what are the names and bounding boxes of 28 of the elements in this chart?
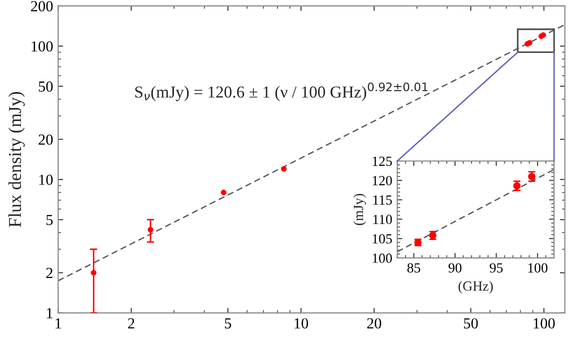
y-tick-label: 105 bbox=[372, 234, 392, 244]
y-axis-title: Flux density (mJy) bbox=[8, 92, 25, 228]
y-tick-label: 1 bbox=[46, 308, 52, 318]
x-tick-label: 50 bbox=[464, 318, 478, 329]
x-axis-title: (GHz) bbox=[458, 280, 493, 294]
x-tick-label: 1 bbox=[56, 318, 62, 328]
y-tick-label: 5 bbox=[46, 214, 53, 226]
annotation: S$_{ν}$(mJy) = 120.6 ± 1 (ν / 100 GHz)$^{0.92±0.01}$ bbox=[135, 82, 428, 102]
y-tick-label: 115 bbox=[373, 195, 392, 205]
y-tick-label: 100 bbox=[32, 41, 53, 52]
y-tick-label: 125 bbox=[372, 156, 392, 166]
y-axis-title: (mJy) bbox=[353, 194, 366, 226]
x-tick-label: 95 bbox=[490, 263, 503, 273]
x-tick-label: 2 bbox=[128, 318, 134, 328]
x-tick-label: 5 bbox=[224, 318, 232, 329]
x-tick-label: 90 bbox=[448, 263, 462, 273]
x-tick-label: 100 bbox=[534, 318, 555, 329]
y-tick-label: 110 bbox=[373, 214, 392, 224]
x-tick-label: 10 bbox=[294, 318, 308, 329]
y-tick-label: 20 bbox=[38, 134, 53, 145]
y-tick-label: 200 bbox=[31, 1, 53, 12]
y-tick-label: 10 bbox=[39, 174, 53, 185]
y-tick-label: 100 bbox=[372, 254, 392, 263]
y-tick-label: 50 bbox=[38, 81, 53, 92]
point bbox=[513, 182, 521, 190]
y-tick-label: 120 bbox=[372, 176, 392, 186]
x-tick-label: 85 bbox=[407, 263, 420, 273]
x-tick-label: 100 bbox=[528, 263, 548, 273]
